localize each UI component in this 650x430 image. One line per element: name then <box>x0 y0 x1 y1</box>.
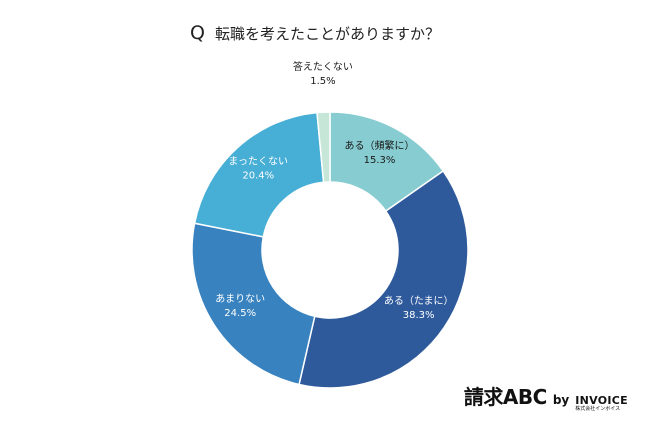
slice-4-value-text: 20.4% <box>242 171 274 182</box>
question-mark-label: Q <box>190 22 205 44</box>
chart-title-text: 転職を考えたことがありますか？ <box>214 25 440 43</box>
slice-2-label: ある（たまに） 38.3% <box>384 295 454 321</box>
slice-1-category-text: ある（頻繁に） <box>344 139 414 152</box>
slice-5-label: 答えたくない 1.5% <box>293 60 353 87</box>
brand-logo: 請求ABC by INVOICE 株式会社インボイス <box>464 381 628 412</box>
chart-title: Q 転職を考えたことがありますか？ <box>190 22 440 44</box>
slice-5-value-text: 1.5% <box>310 76 335 87</box>
slice-3-arc <box>191 222 316 386</box>
brand-invoice-sub: 株式会社インボイス <box>575 406 621 412</box>
slice-3-value-text: 24.5% <box>224 308 256 319</box>
brand-name: 請求ABC <box>463 385 547 409</box>
slice-1-value-text: 15.3% <box>364 155 396 166</box>
slice-4-arc <box>193 111 325 238</box>
slice-2-arc <box>298 169 469 389</box>
slice-5-category-text: 答えたくない <box>293 60 353 73</box>
slice-4-label: まったくない 20.4% <box>228 156 288 182</box>
brand-invoice: INVOICE <box>575 394 628 407</box>
brand-invoice-block: INVOICE 株式会社インボイス <box>575 395 628 412</box>
slice-3-category-text: あまりない <box>215 293 265 305</box>
slice-2-value-text: 38.3% <box>403 310 435 321</box>
slice-5-arc <box>316 111 331 184</box>
slice-3-label: あまりない 24.5% <box>215 293 265 319</box>
slice-2-category-text: ある（たまに） <box>384 295 454 307</box>
slice-4-category-text: まったくない <box>228 156 288 168</box>
brand-by: by <box>552 393 570 407</box>
slice-1-label: ある（頻繁に） 15.3% <box>344 139 414 166</box>
